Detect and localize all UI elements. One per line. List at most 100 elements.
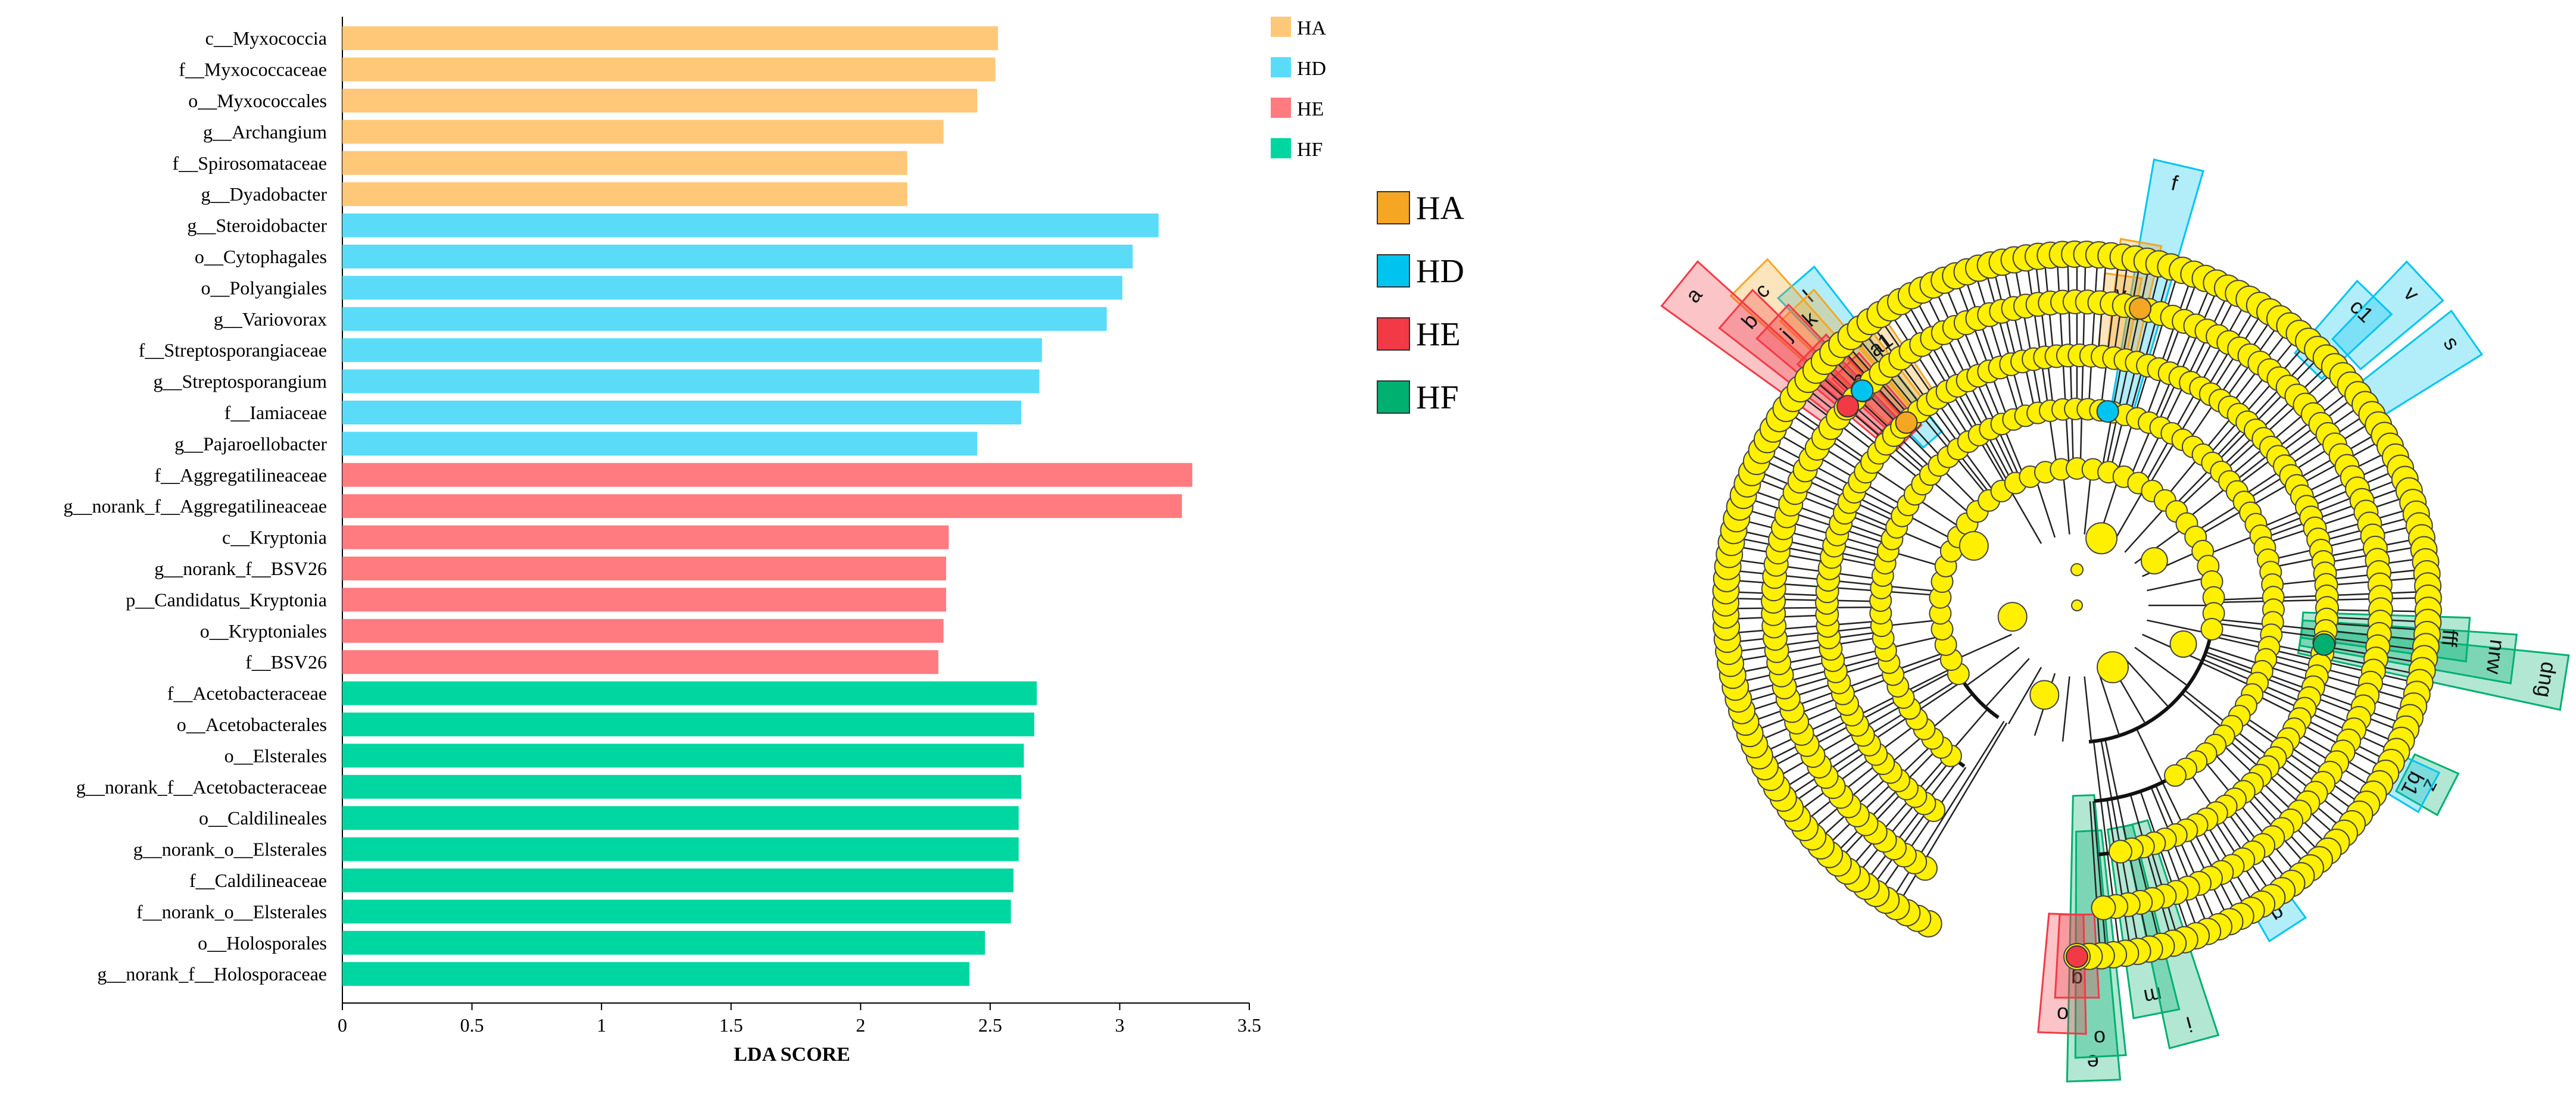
- branch: [2013, 260, 2042, 413]
- x-tick-label: 1: [597, 1014, 606, 1036]
- x-tick-label: 0.5: [460, 1014, 484, 1036]
- category-label: g__Variovorax: [214, 308, 327, 330]
- branch: [2124, 658, 2169, 708]
- branch: [1877, 315, 1967, 444]
- category-label: p__Candidatus_Kryptonia: [126, 589, 327, 610]
- legend-swatch: [1271, 98, 1291, 118]
- clade-label: o: [2093, 1026, 2106, 1051]
- bar: [342, 930, 986, 955]
- bar: [342, 307, 1107, 331]
- bar: [342, 120, 944, 144]
- branch: [2034, 257, 2054, 411]
- branch: [2234, 393, 2359, 488]
- node: [2070, 563, 2084, 576]
- branch: [2201, 757, 2300, 878]
- branch: [2268, 524, 2419, 561]
- node-highlighted: [2129, 297, 2152, 320]
- category-label: f__Spirosomataceae: [173, 152, 327, 174]
- bar: [342, 713, 1034, 736]
- x-tick-label: 2: [856, 1014, 865, 1036]
- legend-label: HF: [1416, 379, 1459, 416]
- x-axis-title: LDA SCORE: [734, 1044, 850, 1066]
- branch: [1761, 449, 1901, 520]
- bar: [342, 182, 907, 207]
- bar: [342, 401, 1022, 424]
- clade-label: o: [2056, 1002, 2069, 1027]
- bar: [342, 89, 978, 113]
- branch: [2240, 713, 2371, 801]
- bar: [342, 276, 1122, 300]
- branch: [1877, 767, 1967, 896]
- branch: [2261, 485, 2408, 540]
- branch: [2098, 673, 2120, 736]
- category-label: f__Caldilineaceae: [189, 870, 327, 891]
- branch: [2147, 576, 2212, 592]
- legend-swatch: [1377, 380, 1410, 414]
- branch: [2150, 787, 2210, 931]
- branch: [1966, 646, 2020, 687]
- category-label: g__Pajaroellobacter: [174, 433, 327, 454]
- category-label: g__norank_f__Aggregatilineaceae: [64, 495, 327, 517]
- node: [2169, 630, 2197, 658]
- branch: [1758, 457, 1900, 524]
- branch: [2237, 717, 2366, 808]
- legend-swatch: [1271, 138, 1291, 158]
- x-tick-label: 2.5: [978, 1014, 1002, 1036]
- category-label: g__Steroidobacter: [187, 215, 327, 236]
- category-label: g__norank_f__Acetobacteraceae: [76, 776, 327, 798]
- cladogram-legend: HA HD HE HF: [1377, 190, 1464, 416]
- branch: [2128, 267, 2172, 417]
- bar: [342, 525, 949, 549]
- category-label: f__norank_o__Elsterales: [136, 901, 327, 922]
- branch: [2156, 284, 2221, 426]
- branch: [1726, 620, 1882, 635]
- category-label: o__Caldilineales: [199, 807, 327, 829]
- branch: [2186, 767, 2274, 897]
- lda-bar-chart: 0 0.5 1 1.5 2 2.5 3 3.5 c__Myxococcia f__Myxococ…: [64, 17, 1327, 1066]
- branch: [2210, 749, 2317, 864]
- branch: [2084, 676, 2092, 742]
- bar: [342, 869, 1014, 892]
- legend-swatch: [1377, 254, 1410, 288]
- node-highlighted: [1895, 411, 1918, 434]
- node: [1958, 531, 1989, 561]
- bar: [342, 57, 996, 82]
- clade-label: g: [2071, 967, 2083, 992]
- bar: [342, 774, 1022, 799]
- bar: [342, 213, 1159, 238]
- branch: [1736, 518, 1887, 558]
- branch: [2002, 262, 2037, 414]
- category-label: o__Polyangiales: [201, 277, 327, 298]
- category-label: f__Acetobacteraceae: [167, 683, 327, 704]
- category-label: f__Iamiaceae: [224, 402, 327, 423]
- branch: [1823, 741, 1936, 849]
- branch: [2221, 368, 2337, 474]
- bar: [342, 962, 970, 986]
- branch: [1802, 385, 1925, 483]
- branch: [1772, 702, 1907, 781]
- clade-highlight: [2066, 794, 2122, 1083]
- category-label: o__Cytophagales: [195, 246, 327, 267]
- branch: [2257, 467, 2401, 530]
- x-axis: 0 0.5 1 1.5 2 2.5 3 3.5: [338, 17, 1261, 1036]
- branch: [2269, 537, 2422, 568]
- branch: [2092, 801, 2107, 956]
- category-label: g__norank_o__Elsterales: [133, 839, 327, 860]
- bar: [342, 744, 1024, 768]
- branch: [2252, 692, 2392, 763]
- branch: [1896, 722, 2008, 908]
- category-label: f__Streptosporangiaceae: [139, 339, 327, 361]
- category-label: g__Archangium: [203, 121, 327, 142]
- bar: [342, 557, 946, 580]
- node-highlighted: [1836, 395, 1860, 418]
- bar: [342, 588, 946, 612]
- clade-highlight: [2394, 753, 2460, 817]
- branch: [1887, 308, 1972, 441]
- cladogram-nodes: [1712, 240, 2442, 970]
- branch: [1794, 721, 1920, 815]
- bar: [342, 618, 944, 643]
- node: [2140, 547, 2168, 574]
- branch: [2226, 378, 2346, 480]
- branch: [2187, 314, 2275, 443]
